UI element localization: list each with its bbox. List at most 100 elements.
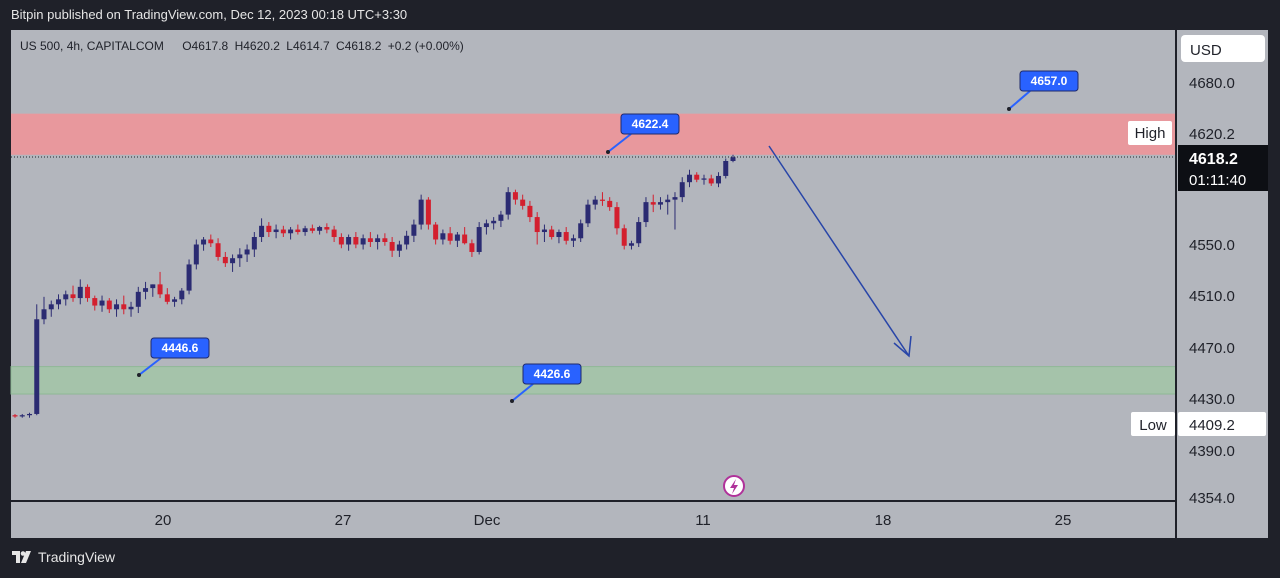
callout-box (150, 337, 210, 359)
resistance-zone (11, 113, 1176, 155)
lightning-bolt-icon (730, 479, 738, 494)
candle-body (570, 238, 576, 241)
candle-body (34, 319, 40, 414)
x-tick-label: Dec (474, 512, 501, 529)
legend-close: C4618.2 (336, 39, 382, 53)
candle-body (657, 202, 663, 205)
candle-body (708, 178, 714, 184)
candle-body (41, 309, 47, 320)
candle-body (295, 229, 301, 233)
candle-body (498, 214, 504, 221)
candle-body (643, 202, 649, 223)
candle-body (723, 161, 729, 176)
candle-body (665, 199, 671, 203)
low-value-box (1178, 412, 1266, 436)
candle-body (585, 204, 591, 224)
high-value: 4620.2 (1189, 126, 1235, 143)
candle-body (353, 237, 359, 245)
legend-high: H4620.2 (234, 39, 280, 53)
legend-low: L4614.7 (286, 39, 330, 53)
tradingview-logo-icon (12, 551, 31, 563)
candle-body (338, 237, 344, 245)
candle-body (556, 232, 562, 238)
candle-body (701, 178, 707, 180)
candle-body (367, 238, 373, 242)
candle-body (157, 284, 163, 295)
candle-body (70, 294, 76, 299)
currency-label: USD (1190, 42, 1222, 59)
candle-body (483, 223, 489, 228)
candle-body (193, 244, 199, 265)
candle-body (389, 242, 395, 251)
candle-body (505, 192, 511, 215)
candle-body (534, 217, 540, 233)
candle-body (48, 304, 54, 310)
candle-body (186, 264, 192, 291)
candle-body (382, 238, 388, 242)
y-tick-label: 4470.0 (1189, 340, 1235, 357)
high-tag-label: High (1135, 125, 1166, 142)
candle-body (520, 199, 526, 206)
callout-box (522, 363, 582, 385)
x-tick-label: 20 (155, 512, 172, 529)
candle-body (77, 286, 83, 299)
callout-anchor (606, 150, 610, 154)
legend-symbol[interactable]: US 500, 4h, CAPITALCOM (20, 39, 164, 53)
callout-pointer (138, 357, 162, 376)
candle-body (360, 238, 366, 245)
candle-body (730, 157, 736, 161)
candle-body (143, 288, 149, 292)
candle-body (447, 233, 453, 241)
x-tick-label: 27 (335, 512, 352, 529)
bar-countdown: 01:11:40 (1189, 172, 1246, 189)
callout-label: 4622.4 (632, 117, 669, 131)
candle-body (309, 228, 315, 231)
candle-body (715, 175, 721, 184)
candle-body (92, 298, 98, 306)
candle-body (512, 192, 518, 200)
candle-body (302, 228, 308, 233)
legend-open: O4617.8 (182, 39, 229, 53)
candle-body (476, 227, 482, 252)
currency-button (1181, 35, 1265, 62)
candle-body (85, 286, 91, 299)
candle-body (578, 223, 584, 239)
support-zone (10, 366, 1177, 395)
low-tag (1131, 412, 1175, 436)
forecast-arrow (768, 145, 910, 357)
x-tick-label: 25 (1055, 512, 1072, 529)
candle-body (12, 415, 18, 417)
callout-pointer (511, 383, 534, 402)
candle-body (346, 237, 352, 245)
candle-body (563, 232, 569, 241)
callout-label: 4426.6 (534, 367, 571, 381)
candle-body (128, 306, 134, 310)
candle-body (259, 225, 265, 238)
x-tick-label: 11 (695, 512, 711, 529)
candle-body (418, 199, 424, 225)
callout-box (620, 113, 680, 135)
candle-body (208, 239, 214, 244)
candle-body (469, 243, 475, 252)
candle-body (491, 220, 497, 224)
candle-body (244, 249, 250, 255)
candle-body (331, 229, 337, 238)
symbol-legend: US 500, 4h, CAPITALCOM O4617.8 H4620.2 L… (20, 39, 467, 53)
publisher-line: Bitpin published on TradingView.com, Dec… (11, 7, 408, 22)
last-price-value: 4618.2 (1189, 151, 1238, 168)
callout-anchor (1007, 107, 1011, 111)
candle-body (636, 222, 642, 244)
callout-anchor (510, 399, 514, 403)
last-price-badge (1178, 145, 1268, 191)
candle-body (425, 199, 431, 225)
candle-body (251, 237, 257, 250)
candle-body (549, 229, 555, 238)
candle-body (280, 229, 286, 234)
high-tag (1128, 121, 1172, 145)
low-value: 4409.2 (1189, 417, 1235, 434)
y-tick-label: 4550.0 (1189, 237, 1235, 254)
candle-body (592, 199, 598, 205)
candle-body (19, 415, 25, 417)
brand[interactable]: TradingView (12, 549, 115, 565)
